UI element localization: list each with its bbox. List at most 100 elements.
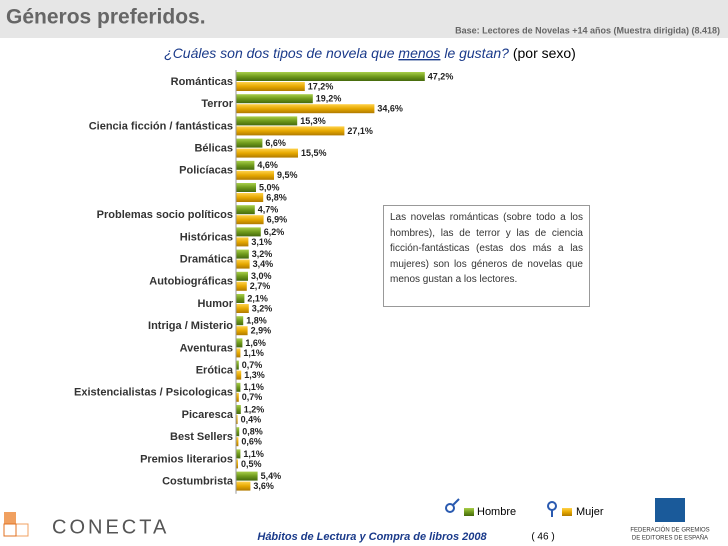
bar	[236, 116, 298, 126]
value-label: 19,2%	[316, 94, 342, 104]
value-label: 4,6%	[257, 160, 278, 170]
value-label: 1,2%	[244, 404, 265, 414]
value-label: 5,4%	[261, 471, 282, 481]
federation-text: FEDERACIÓN DE GREMIOS	[630, 527, 709, 534]
value-label: 6,2%	[264, 227, 285, 237]
federation-text: DE EDITORES DE ESPAÑA	[632, 535, 708, 542]
bar	[236, 281, 247, 291]
value-label: 1,6%	[245, 338, 266, 348]
value-label: 3,2%	[252, 303, 273, 313]
value-label: 0,8%	[242, 427, 263, 437]
value-label: 1,3%	[244, 370, 265, 380]
value-label: 6,8%	[266, 192, 287, 202]
bar	[236, 449, 241, 459]
bar	[236, 138, 263, 148]
bar	[236, 82, 305, 91]
bar	[236, 193, 264, 202]
value-label: 17,2%	[308, 81, 334, 91]
category-label: Intriga / Misterio	[148, 320, 233, 332]
bar	[236, 237, 249, 247]
bar	[236, 360, 239, 370]
category-label: Terror	[201, 98, 233, 110]
value-label: 1,1%	[243, 348, 264, 358]
bar	[236, 183, 256, 192]
logo-square	[4, 512, 16, 524]
bar	[236, 271, 248, 281]
value-label: 3,0%	[251, 271, 272, 281]
bar	[236, 437, 239, 447]
value-label: 15,5%	[301, 148, 327, 158]
value-label: 0,7%	[242, 360, 263, 370]
value-label: 9,5%	[277, 170, 298, 180]
male-icon	[445, 503, 455, 513]
category-label: Humor	[198, 298, 234, 310]
bar	[236, 415, 238, 424]
bar	[236, 326, 248, 336]
value-label: 1,1%	[243, 382, 264, 392]
question: ¿Cuáles son dos tipos de novela que meno…	[164, 45, 576, 61]
bar	[236, 94, 313, 104]
category-label: Premios literarios	[140, 453, 233, 465]
value-label: 0,6%	[241, 437, 262, 447]
publication: Hábitos de Lectura y Compra de libros 20…	[257, 531, 487, 543]
male-icon-arrow	[452, 498, 460, 506]
bar	[236, 338, 243, 348]
bar	[236, 259, 250, 269]
bar	[236, 72, 425, 81]
category-label: Ciencia ficción / fantásticas	[89, 120, 233, 132]
bar	[236, 316, 244, 326]
value-label: 3,6%	[253, 481, 274, 491]
bar	[236, 348, 241, 358]
bar	[236, 215, 264, 225]
bar	[236, 427, 240, 437]
bar	[236, 227, 261, 237]
logo-text: CONECTA	[52, 516, 169, 538]
category-label: Dramática	[180, 254, 234, 266]
value-label: 0,4%	[241, 414, 262, 424]
bar	[236, 405, 241, 414]
category-label: Existencialistas / Psicologicas	[74, 387, 233, 399]
legend-label: Hombre	[477, 506, 516, 518]
bar	[236, 205, 255, 215]
value-label: 2,7%	[250, 281, 271, 291]
question-note: (por sexo)	[513, 45, 576, 61]
value-label: 0,5%	[241, 459, 262, 469]
bar	[236, 370, 242, 380]
category-label: Aventuras	[180, 342, 233, 354]
category-label: Best Sellers	[170, 431, 233, 443]
value-label: 2,1%	[247, 293, 268, 303]
category-label: Históricas	[180, 231, 233, 243]
bar	[236, 392, 239, 402]
value-label: 3,4%	[253, 259, 274, 269]
value-label: 15,3%	[300, 116, 326, 126]
category-label: Picaresca	[182, 409, 234, 421]
value-label: 2,9%	[251, 326, 272, 336]
bar	[236, 249, 249, 259]
bar	[236, 126, 345, 136]
logo-square	[15, 523, 29, 537]
value-label: 1,1%	[243, 449, 264, 459]
bar	[236, 294, 245, 303]
bar	[236, 170, 274, 180]
question-text: ¿Cuáles son dos tipos de novela que	[164, 45, 398, 61]
logo-square	[3, 523, 17, 537]
legend-swatch	[464, 508, 474, 516]
bar	[236, 160, 255, 170]
header-band	[0, 0, 728, 38]
legend-swatch	[562, 508, 572, 516]
bar	[236, 382, 241, 392]
category-label: Policíacas	[179, 165, 233, 177]
value-label: 1,8%	[246, 316, 267, 326]
category-label: Autobiográficas	[149, 276, 233, 288]
legend-label: Mujer	[576, 506, 604, 518]
category-label: Románticas	[171, 76, 233, 88]
value-label: 6,6%	[265, 138, 286, 148]
value-label: 5,0%	[259, 182, 280, 192]
value-label: 34,6%	[377, 104, 403, 114]
value-label: 3,1%	[251, 237, 272, 247]
category-label: Problemas socio políticos	[97, 209, 233, 221]
page-number: ( 46 )	[531, 532, 554, 543]
legend: Hombre Mujer	[445, 498, 604, 518]
